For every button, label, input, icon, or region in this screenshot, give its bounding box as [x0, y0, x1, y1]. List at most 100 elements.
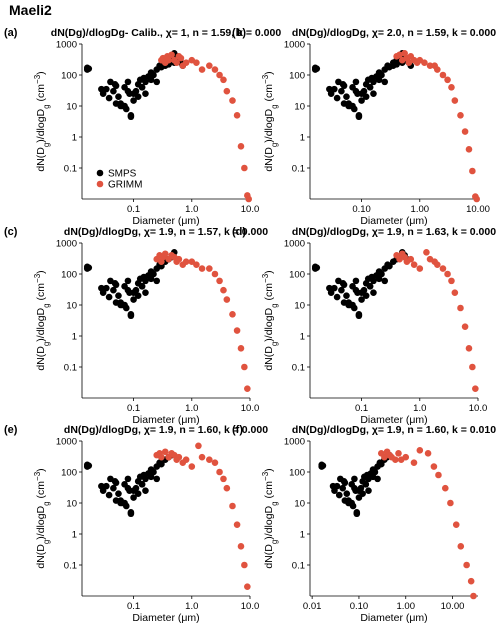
y-tick-label: 10: [294, 499, 305, 510]
smps-point: [130, 296, 137, 303]
y-tick-label: 1000: [284, 437, 305, 448]
smps-point: [124, 87, 132, 95]
y-tick-label: 1000: [284, 239, 305, 250]
grimm-point: [444, 76, 451, 84]
y-axis-label: dN(Dg)/dlogDg (cm−3): [33, 71, 51, 171]
smps-point: [313, 65, 321, 72]
smps-point: [353, 509, 361, 516]
grimm-point: [407, 255, 415, 263]
grimm-point: [416, 447, 424, 454]
x-axis-label: Diameter (μm): [360, 215, 427, 227]
smps-point: [121, 102, 128, 110]
grimm-point: [448, 277, 455, 285]
smps-point: [339, 484, 347, 492]
smps-point: [352, 78, 360, 86]
grimm-point: [434, 261, 441, 268]
y-tick-label: 1000: [56, 40, 77, 51]
grimm-point: [175, 255, 183, 263]
smps-point: [366, 84, 374, 91]
smps-point: [340, 82, 348, 90]
smps-point: [134, 292, 142, 299]
smps-point: [110, 484, 117, 492]
smps-point: [153, 475, 161, 483]
smps-point: [110, 286, 117, 294]
smps-point: [370, 289, 377, 296]
y-tick-label: 0.1: [64, 363, 77, 374]
smps-point: [338, 286, 345, 294]
y-tick-label: 1: [72, 530, 77, 541]
grimm-point: [451, 97, 459, 104]
grimm-point: [188, 463, 196, 470]
grimm-point: [469, 363, 476, 371]
panel-label: (c): [4, 226, 18, 238]
panel-title: dN(Dg)/dlogDg, χ= 1.9, n = 1.60, k = 0.0…: [64, 424, 268, 436]
smps-point: [375, 76, 383, 84]
grimm-point: [395, 450, 402, 457]
chart-panel: (b) dN(Dg)/dlogDg, χ= 2.0, n = 1.59, k = …: [232, 27, 496, 227]
x-tick-label: 0.1: [355, 403, 368, 414]
grimm-point: [229, 97, 236, 104]
smps-point: [142, 487, 149, 494]
smps-point: [130, 494, 137, 501]
grimm-point: [423, 249, 430, 256]
y-axis-label: dN(Dg)/dlogDg (cm−3): [261, 468, 279, 568]
smps-point: [381, 277, 389, 285]
grimm-point: [237, 345, 245, 352]
grimm-point: [198, 453, 206, 461]
x-axis-label: Diameter (μm): [360, 612, 427, 624]
grimm-point: [177, 54, 185, 62]
grimm-point: [244, 583, 251, 590]
y-tick-label: 0.1: [292, 164, 305, 175]
y-axis-label: dN(Dg)/dlogDg (cm−3): [33, 468, 51, 568]
grimm-point: [381, 453, 388, 461]
y-axis-label: dN(Dg)/dlogDg (cm−3): [261, 71, 279, 171]
grimm-point: [463, 561, 470, 569]
x-tick-label: 0.1: [127, 204, 140, 215]
smps-point: [142, 90, 149, 97]
y-tick-label: 100: [61, 270, 77, 281]
grimm-point: [198, 265, 206, 272]
smps-point: [134, 490, 142, 497]
grimm-point: [195, 442, 202, 450]
y-tick-label: 1: [300, 133, 305, 144]
grimm-point: [421, 59, 428, 66]
smps-point: [381, 78, 389, 86]
grimm-point: [435, 471, 442, 479]
grimm-point: [472, 385, 479, 392]
grimm-point: [452, 521, 460, 528]
smps-point: [121, 499, 128, 507]
grimm-point: [448, 84, 455, 91]
smps-point: [115, 292, 122, 299]
smps-point: [142, 475, 149, 483]
grimm-point: [237, 143, 245, 150]
x-tick-label: 10.0: [469, 403, 488, 414]
smps-point: [335, 491, 343, 499]
smps-point: [127, 509, 135, 516]
grimm-point: [392, 456, 399, 463]
grimm-point: [198, 66, 206, 73]
grimm-point: [461, 323, 469, 330]
y-axis-label: dN(Dg)/dlogDg (cm−3): [33, 270, 51, 370]
y-tick-label: 1: [72, 133, 77, 144]
x-tick-label: 10.0: [241, 601, 260, 612]
smps-point: [142, 289, 149, 296]
grimm-point: [168, 51, 175, 59]
x-axis-label: Diameter (μm): [360, 414, 427, 426]
smps-point: [115, 93, 122, 100]
chart-panel: (f) dN(Dg)/dlogDg, χ= 1.9, n = 1.60, k = …: [232, 424, 496, 624]
grimm-point: [216, 71, 223, 79]
x-axis-label: Diameter (μm): [132, 612, 199, 624]
grimm-point: [241, 561, 248, 569]
smps-point: [358, 296, 365, 303]
smps-point: [333, 482, 341, 490]
panel-label: (e): [4, 424, 18, 436]
grimm-point: [465, 345, 473, 352]
grimm-point: [244, 385, 251, 392]
smps-point: [147, 473, 155, 481]
smps-point: [142, 78, 149, 86]
smps-point: [103, 85, 110, 93]
smps-point: [370, 90, 377, 97]
grimm-point: [441, 484, 449, 492]
x-tick-label: 0.10: [350, 601, 369, 612]
